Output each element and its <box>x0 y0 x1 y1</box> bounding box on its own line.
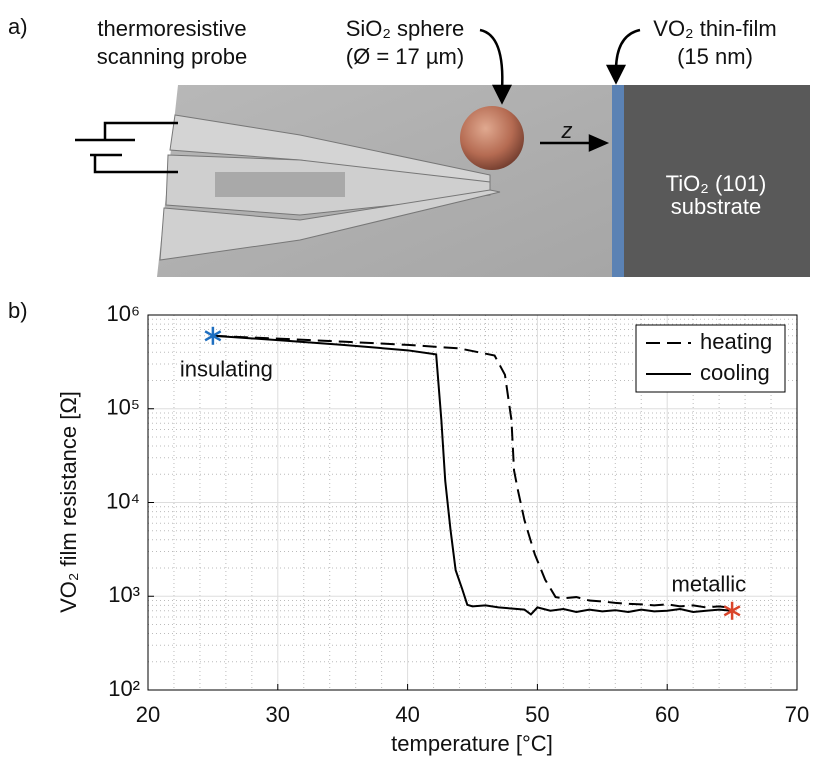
film-label: (15 nm) <box>677 44 753 69</box>
axes-frame <box>147 314 798 691</box>
x-tick-label: 20 <box>136 702 160 727</box>
annotation: metallic <box>672 572 747 597</box>
panel-a: a) thermoresistive scanning probe SiO₂ s… <box>8 14 810 277</box>
x-tick-label: 30 <box>266 702 290 727</box>
sphere-label: SiO₂ sphere <box>346 16 465 41</box>
x-tick-label: 50 <box>525 702 549 727</box>
annotation: insulating <box>180 357 273 382</box>
vo2-film <box>612 85 624 277</box>
y-tick-label: 10³ <box>108 582 140 607</box>
legend-box <box>635 324 786 393</box>
y-tick-label: 10² <box>108 676 140 701</box>
probe-label: thermoresistive <box>97 16 246 41</box>
panel-b: b) temperature [°C] VO₂ film resistance … <box>8 298 553 756</box>
x-tick-label: 60 <box>655 702 679 727</box>
z-label: z <box>561 118 573 143</box>
circuit <box>75 121 178 174</box>
y-tick-label: 10⁶ <box>106 301 140 326</box>
substrate-label: TiO₂ (101) <box>666 171 767 196</box>
x-tick-label: 40 <box>395 702 419 727</box>
y-tick-label: 10⁵ <box>106 395 140 420</box>
probe-label: scanning probe <box>97 44 247 69</box>
panel-label: b) <box>8 298 28 323</box>
arrows <box>479 28 641 152</box>
substrate-label: substrate <box>671 194 762 219</box>
star-marker <box>204 326 222 345</box>
series-line <box>212 334 733 609</box>
x-tick-label: 70 <box>785 702 809 727</box>
y-tick-label: 10⁴ <box>106 488 140 513</box>
substrate <box>624 85 810 277</box>
probe-arm <box>159 189 501 261</box>
panel-label: a) <box>8 14 28 39</box>
legend-label: cooling <box>700 360 770 385</box>
sphere-label: (Ø = 17 µm) <box>346 44 464 69</box>
x-axis-label: temperature [°C] <box>391 731 553 756</box>
probe-slot <box>215 172 345 197</box>
sphere <box>460 106 524 170</box>
y-axis-label: VO₂ film resistance [Ω] <box>56 391 81 613</box>
series-line <box>212 334 733 616</box>
star-marker <box>723 601 741 620</box>
film-label: VO₂ thin-film <box>653 16 776 41</box>
legend-label: heating <box>700 329 772 354</box>
star-stroke <box>723 605 741 617</box>
star-stroke <box>204 330 222 342</box>
